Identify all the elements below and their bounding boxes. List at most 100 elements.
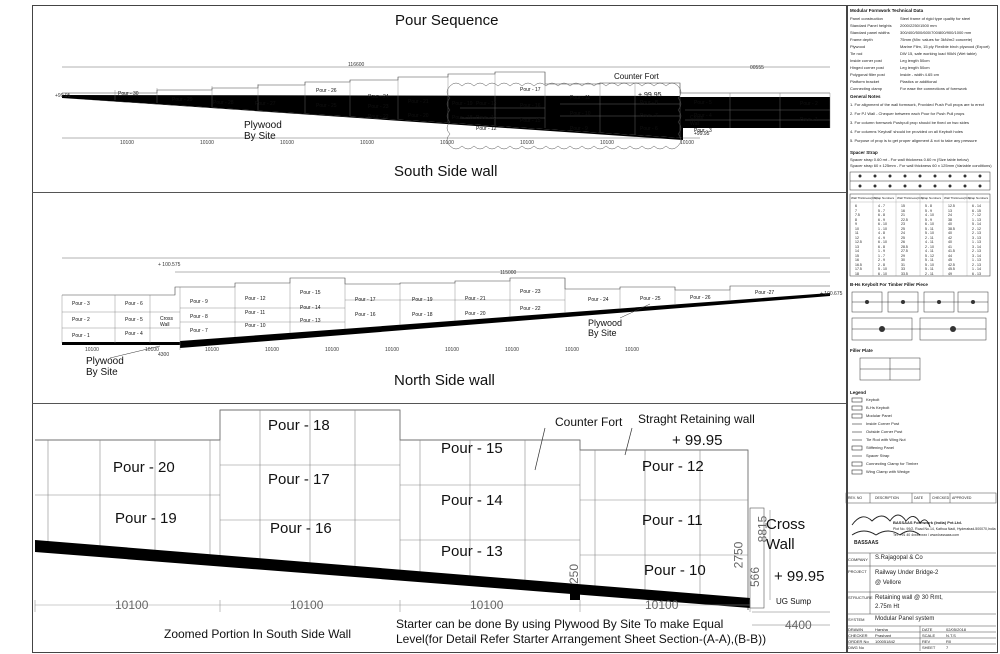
spacer-table-cell: 42.5 xyxy=(948,262,955,267)
revision-header: CHECKED xyxy=(932,496,950,500)
spacer-table-cell: 18 xyxy=(855,271,859,276)
spacer-table-cell: 5 - 12 xyxy=(925,253,934,258)
south-dim-label: 10100 xyxy=(520,140,534,146)
spacer-table-header: Strap Numbers xyxy=(874,196,895,200)
legend-item: Inside Corner Post xyxy=(866,421,900,426)
date-label: DATE xyxy=(922,627,933,632)
south-pour-label: Pour - 14 xyxy=(476,101,497,107)
tech-row-value: Leg length 50cm xyxy=(900,58,930,63)
spacer-heading: Spacer Strap xyxy=(850,150,878,155)
spacer-table-cell: 41 xyxy=(948,244,952,249)
spacer-table-cell: 40 xyxy=(948,222,952,226)
zoom-pour-11: Pour - 11 xyxy=(642,512,703,529)
south-dim-label: 10100 xyxy=(280,140,294,146)
spacer-table-cell: 29 xyxy=(901,253,905,258)
revision-header: REV. NO xyxy=(848,496,863,500)
south-dim-label: 10100 xyxy=(360,140,374,146)
plywood-label-line-2: By Site xyxy=(588,328,617,338)
spacer-table-cell: 2 - 12 xyxy=(972,226,981,231)
legend-item: B-Hs Keybolt xyxy=(866,405,890,410)
cross-wall-line-2: Wall xyxy=(690,121,700,127)
checker-value: Prashant xyxy=(875,633,892,638)
spacer-table-cell: 6 - 8 xyxy=(878,213,886,217)
revision-header: DESCRIPTION xyxy=(875,496,899,500)
spacer-table-cell: 31 xyxy=(901,262,905,267)
north-right-level: + 100.675 xyxy=(820,291,843,297)
title-block-frame xyxy=(846,5,998,653)
zoomed-elevation xyxy=(34,409,830,626)
cross-wall-line-1: Cross xyxy=(160,316,174,322)
tech-row-value: For ease the connections of formwork xyxy=(900,86,967,91)
structure-value-1: Retaining wall @ 30 Rmt, xyxy=(875,595,943,601)
spacer-table-cell: 5 - 10 xyxy=(925,231,934,235)
south-pour-label: Pour - 29 xyxy=(172,97,193,103)
spacer-table-cell: 1 - 14 xyxy=(972,267,981,271)
spacer-table-cell: 1 - 7 xyxy=(878,253,886,258)
spacer-table-cell: 5 - 10 xyxy=(925,262,934,267)
spacer-table-cell: 28.5 xyxy=(901,244,908,249)
tech-row-value: 300/400/500/600/700/800/900/1000 mm xyxy=(900,30,972,35)
spacer-table-cell: 11 xyxy=(855,231,859,235)
south-pour-label: Pour - 2 xyxy=(800,101,818,107)
legend-item: Tie Rod with Wing Nut xyxy=(866,437,906,442)
tech-row-value: Inside - width 4.65 cm xyxy=(900,72,939,77)
spacer-table-cell: 5 - 9 xyxy=(925,217,933,222)
starter-note-line-2: Level(for Detail Refer Starter Arrangeme… xyxy=(396,632,767,646)
spacer-table-cell: 1 - 10 xyxy=(878,226,887,231)
general-note: 1. For alignment of the wall formwork, P… xyxy=(850,102,985,107)
spacer-line-1: Spacer strap 0.60 mt - For wall thicknes… xyxy=(850,157,969,162)
south-left-level: +99.95 xyxy=(55,93,71,99)
starter-note: Starter can be done By using Plywood By … xyxy=(396,617,766,647)
south-pour-label: Pour - 26 xyxy=(316,88,337,94)
spacer-table-header: Wall Thickness(Cm) xyxy=(851,196,878,200)
tech-row-label: Standard panel widths xyxy=(850,30,890,35)
spacer-table-header: Strap Numbers xyxy=(968,196,989,200)
order-value: 100051842 xyxy=(875,639,896,644)
south-pour-label: Pour - 30 xyxy=(118,91,139,97)
spacer-table-cell: 13 xyxy=(855,244,859,249)
spacer-table-cell: 5 - 8 xyxy=(925,204,933,208)
spacer-table-cell: 38.5 xyxy=(948,226,955,231)
spacer-table-cell: 25 xyxy=(901,235,905,240)
drawn-value: Harsha xyxy=(875,627,888,632)
spacer-table-cell: 1 - 13 xyxy=(972,258,981,262)
south-pour-label: Pour - 5 xyxy=(694,100,712,106)
spacer-table-cell: 4 - 9 xyxy=(878,235,886,240)
section-divider xyxy=(32,403,846,404)
south-pour-label: Pour - 21 xyxy=(408,99,429,105)
south-pour-label: Pour - 11 xyxy=(570,95,591,101)
tech-row-label: Standard Panel heights xyxy=(850,23,892,28)
general-note: 2. For PJ Wall - Chequer between each Po… xyxy=(850,111,965,116)
south-pour-label: Pour - 25 xyxy=(316,103,337,109)
south-pour-label: Pour - 28 xyxy=(213,100,234,106)
cross-wall-line-2: Wall xyxy=(160,322,170,328)
filler-heading: Filler Plate xyxy=(850,348,873,353)
south-overall-dim: 116600 xyxy=(348,62,365,68)
plywood-label-line-2: By Site xyxy=(244,131,276,142)
tech-row-label: Plywood xyxy=(850,44,866,49)
tech-row-value: 2000/2250/1500 mm xyxy=(900,23,937,28)
spacer-table-cell: 1 - 9 xyxy=(878,249,886,253)
company-label: COMPANY xyxy=(848,557,868,562)
project-label: PROJECT xyxy=(848,569,867,574)
south-pour-label: Pour - 17 xyxy=(520,87,541,93)
dwg-label: DWG No xyxy=(848,645,864,650)
tech-row-value: DW 15, safe working load 90kN (Wet table… xyxy=(900,51,977,56)
company-value: S.Rajagopal & Co xyxy=(875,555,923,561)
spacer-table-cell: 49 xyxy=(948,271,952,276)
spacer-table-header: Strap Numbers xyxy=(921,196,942,200)
north-pour-label: Pour - 10 xyxy=(245,323,266,329)
date-value: 02/05/2018 xyxy=(946,627,967,632)
company-addr: Plot No. 99/2, Road No.14, Kathua Nadi, … xyxy=(893,527,996,531)
north-dim-label: 10100 xyxy=(625,347,639,353)
north-pour-label: Pour - 2 xyxy=(72,317,90,323)
scale-value: N.T.S xyxy=(946,633,956,638)
north-dim-label: 10100 xyxy=(205,347,219,353)
zoom-pour-19: Pour - 19 xyxy=(115,510,177,527)
tech-row-label: Inside corner post xyxy=(850,58,882,63)
spacer-table-cell: 41.5 xyxy=(948,249,955,253)
tech-row-label: Polygonal filler post xyxy=(850,72,885,77)
zoom-pour-15: Pour - 15 xyxy=(441,440,503,457)
